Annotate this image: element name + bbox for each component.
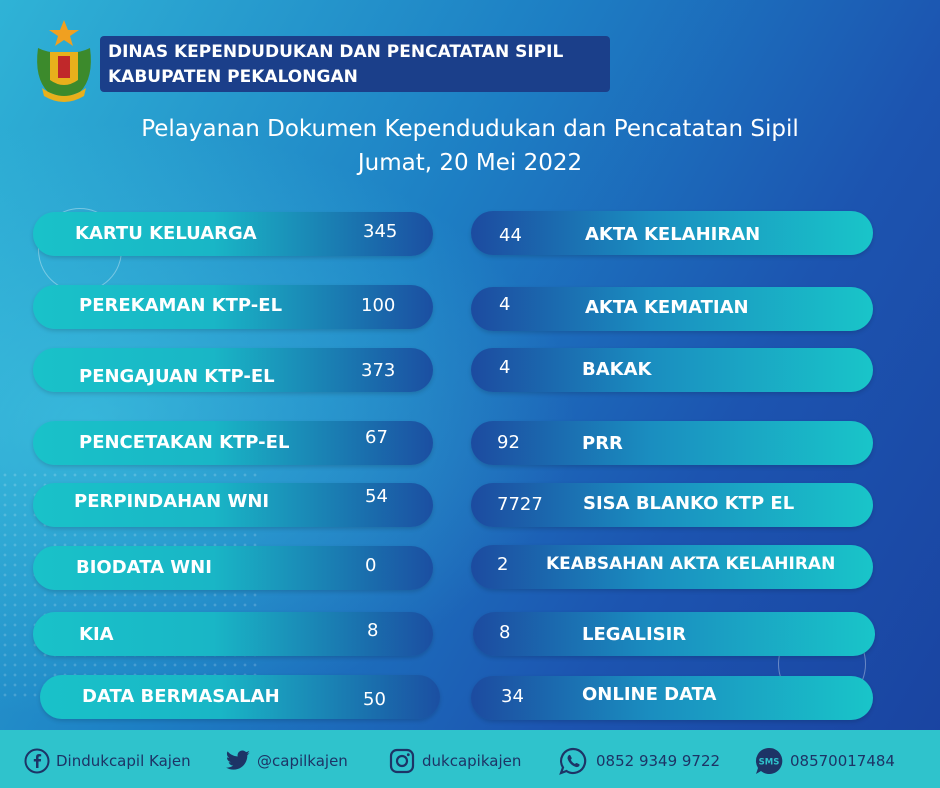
facebook-handle[interactable]: Dindukcapil Kajen (56, 752, 191, 770)
stat-pill-kia (33, 612, 433, 656)
stat-value: 50 (363, 689, 386, 710)
stat-value: 92 (497, 432, 520, 453)
stat-value: 34 (501, 686, 524, 707)
stat-value: 4 (499, 357, 511, 378)
stat-value: 373 (361, 360, 396, 381)
stat-label: PENCETAKAN KTP-EL (79, 432, 290, 453)
stat-pill-kartu-keluarga (33, 212, 433, 256)
twitter-icon (225, 750, 250, 770)
stat-pill-akta-kematian (471, 287, 873, 331)
stat-value: 8 (499, 622, 511, 643)
stat-pill-legalisir (473, 612, 875, 656)
stat-label: LEGALISIR (582, 624, 687, 645)
stat-value: 44 (499, 225, 522, 246)
agency-name: DINAS KEPENDUDUKAN DAN PENCATATAN SIPIL (108, 42, 564, 62)
stat-pill-sisa-blanko-ktp-el (471, 483, 873, 527)
stat-label: PEREKAMAN KTP-EL (79, 295, 283, 316)
regency-emblem-logo (37, 20, 91, 102)
stat-label: KARTU KELUARGA (75, 223, 257, 244)
stat-label: AKTA KEMATIAN (585, 297, 749, 318)
stat-label: ONLINE DATA (582, 684, 717, 705)
stat-pill-keabsahan-akta-kelahiran (471, 545, 873, 589)
stat-label: KEABSAHAN AKTA KELAHIRAN (546, 554, 836, 574)
stat-pill-data-bermasalah (40, 675, 440, 719)
instagram-handle[interactable]: dukcapikajen (422, 752, 522, 770)
twitter-handle[interactable]: @capilkajen (257, 752, 348, 770)
page-date: Jumat, 20 Mei 2022 (357, 150, 583, 176)
stat-value: 67 (365, 427, 388, 448)
facebook-icon (24, 748, 50, 774)
instagram-icon (389, 748, 415, 774)
whatsapp-number[interactable]: 0852 9349 9722 (596, 752, 721, 770)
stat-value: 4 (499, 294, 511, 315)
stat-pill-prr (471, 421, 873, 465)
stat-value: 2 (497, 554, 509, 575)
stat-pill-perekaman-ktp-el (33, 285, 433, 329)
sms-icon-text: SMS (759, 758, 780, 768)
stat-label: PERPINDAHAN WNI (74, 491, 270, 512)
stat-label: PENGAJUAN KTP-EL (79, 366, 275, 387)
stat-value: 0 (365, 555, 377, 576)
stat-value: 54 (365, 486, 388, 507)
stat-label: AKTA KELAHIRAN (585, 224, 761, 245)
sms-icon: SMS (755, 747, 783, 774)
stat-label: SISA BLANKO KTP EL (583, 493, 795, 514)
agency-header: DINAS KEPENDUDUKAN DAN PENCATATAN SIPIL … (108, 40, 563, 90)
stat-value: 7727 (497, 494, 543, 515)
stat-value: 345 (363, 221, 398, 242)
stat-pill-bakak (471, 348, 873, 392)
contact-footer (0, 730, 940, 788)
page-title: Pelayanan Dokumen Kependudukan dan Penca… (141, 116, 799, 142)
stat-value: 100 (361, 295, 396, 316)
stat-label: DATA BERMASALAH (82, 686, 280, 707)
stat-pill-biodata-wni (33, 546, 433, 590)
stat-pill-pengajuan-ktp-el (33, 348, 433, 392)
whatsapp-icon (559, 747, 587, 775)
stat-pill-perpindahan-wni (33, 483, 433, 527)
stat-pill-online-data (471, 676, 873, 720)
stat-label: BAKAK (582, 359, 652, 380)
stat-pill-akta-kelahiran (471, 211, 873, 255)
stat-value: 8 (367, 620, 379, 641)
stat-label: PRR (582, 433, 623, 454)
stat-label: KIA (79, 624, 114, 645)
sms-number[interactable]: 08570017484 (790, 752, 895, 770)
stat-pill-pencetakan-ktp-el (33, 421, 433, 465)
agency-header-box (100, 36, 610, 92)
agency-region: KABUPATEN PEKALONGAN (108, 67, 358, 87)
stat-label: BIODATA WNI (76, 557, 212, 578)
